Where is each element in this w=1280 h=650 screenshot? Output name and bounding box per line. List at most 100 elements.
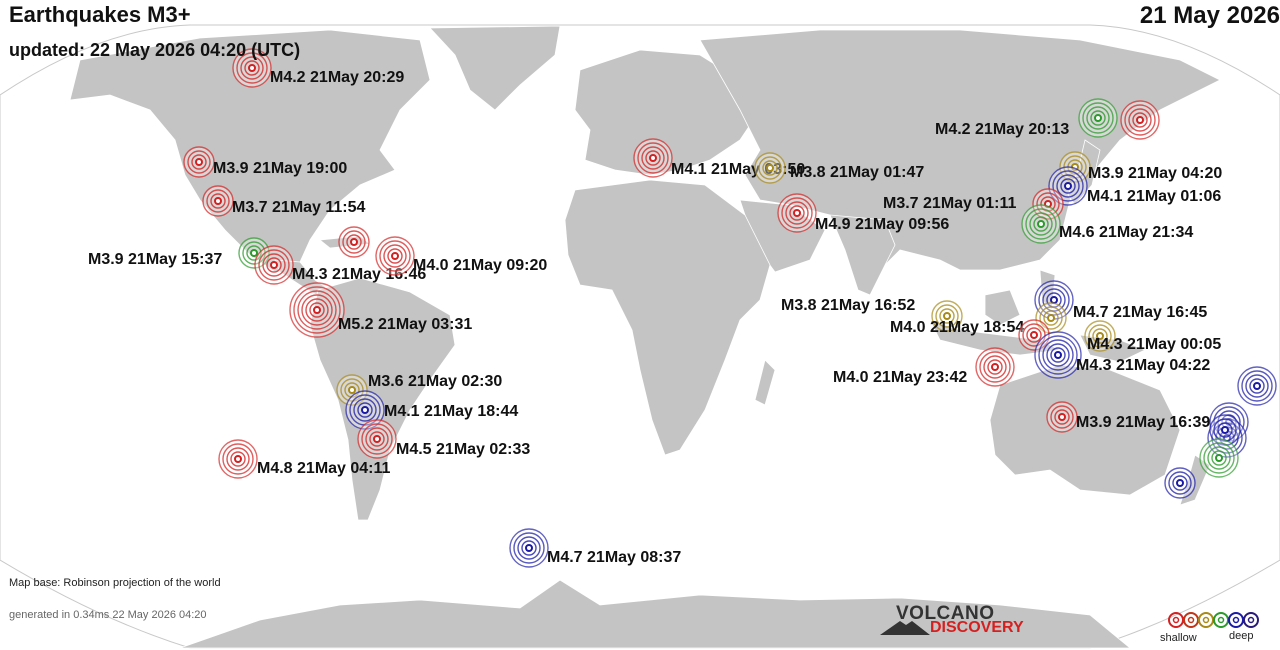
earthquake-label: M4.0 21May 18:54: [890, 319, 1024, 336]
updated-timestamp: updated: 22 May 2026 04:20 (UTC): [9, 40, 301, 60]
earthquake-label: M4.6 21May 21:34: [1059, 224, 1193, 241]
earthquake-marker[interactable]: M4.2 21May 20:13: [935, 98, 1118, 138]
earthquake-ring: [1026, 327, 1042, 343]
earthquake-ring: [210, 193, 226, 209]
earthquake-marker[interactable]: [1018, 319, 1050, 351]
earthquake-markers: M4.2 21May 20:29 M3.9 21May 19:00 M3.7 21M…: [88, 48, 1277, 568]
earthquake-ring: [1033, 216, 1049, 232]
earthquake-marker[interactable]: M3.9 21May 19:00: [183, 146, 347, 178]
earthquake-marker[interactable]: M3.8 21May 01:47: [754, 152, 924, 184]
earthquake-ring: [301, 294, 333, 326]
earthquake-epicenter: [1096, 332, 1104, 340]
earthquake-ring: [979, 351, 1011, 383]
earthquake-ring: [1038, 335, 1078, 375]
earthquake-epicenter: [248, 64, 256, 72]
earthquake-ring: [1056, 174, 1080, 198]
australia: [989, 364, 1181, 496]
earthquake-marker[interactable]: [338, 226, 370, 258]
earthquake-ring: [1092, 328, 1108, 344]
earthquake-marker[interactable]: M4.9 21May 09:56: [777, 193, 949, 233]
caribbean: [318, 235, 372, 249]
earthquake-epicenter: [766, 164, 774, 172]
earthquake-epicenter: [525, 544, 533, 552]
earthquake-label: M3.9 21May 04:20: [1088, 165, 1222, 182]
earthquake-ring: [206, 189, 230, 213]
earthquake-marker[interactable]: M3.9 21May 16:39: [1046, 401, 1210, 433]
earthquake-marker[interactable]: M3.8 21May 16:52: [781, 297, 963, 332]
earthquake-ring: [1052, 170, 1084, 202]
earthquake-marker[interactable]: M4.1 21May 01:06: [1048, 166, 1221, 206]
earthquake-ring: [939, 308, 955, 324]
india: [829, 214, 896, 296]
earthquake-marker[interactable]: [1237, 366, 1277, 406]
earthquake-marker[interactable]: M4.0 21May 09:20: [375, 236, 547, 276]
volcano-logo-icon: [880, 621, 930, 635]
earthquake-ring: [297, 290, 337, 330]
earthquake-marker[interactable]: M4.6 21May 21:34: [1021, 204, 1193, 244]
earthquake-marker[interactable]: M3.6 21May 02:30: [336, 373, 502, 406]
earthquake-label: M4.2 21May 20:29: [270, 69, 404, 86]
earthquake-epicenter: [361, 406, 369, 414]
philippines-borneo: [984, 269, 1056, 326]
earthquake-epicenter: [270, 261, 278, 269]
earthquake-ring: [935, 304, 959, 328]
earthquake-label: M3.8 21May 01:47: [790, 164, 924, 181]
earthquake-marker[interactable]: [1164, 467, 1196, 499]
earthquake-epicenter: [1176, 479, 1184, 487]
earthquake-ring: [383, 244, 407, 268]
earthquake-label: M4.7 21May 16:45: [1073, 304, 1207, 321]
map-base-credit: Map base: Robinson projection of the wor…: [9, 577, 221, 589]
earthquake-marker[interactable]: M4.0 21May 23:42: [833, 347, 1015, 387]
earthquake-ring: [342, 230, 366, 254]
earthquake-ring: [361, 423, 393, 455]
earthquake-marker[interactable]: M4.3 21May 04:22: [1034, 331, 1210, 379]
earthquake-marker[interactable]: M3.9 21May 15:37: [88, 237, 270, 269]
earthquake-ring: [1213, 418, 1237, 442]
earthquake-ring: [1042, 339, 1074, 371]
earthquake-ring: [258, 249, 290, 281]
madagascar: [754, 359, 776, 406]
earthquake-ring: [226, 447, 250, 471]
earthquake-label: M4.1 21May 01:06: [1087, 188, 1221, 205]
earthquake-ring: [1039, 306, 1063, 330]
earthquake-ring: [187, 150, 211, 174]
earthquake-ring: [1203, 442, 1235, 474]
earthquake-epicenter: [234, 455, 242, 463]
earthquake-ring: [987, 359, 1003, 375]
earthquake-ring: [369, 431, 385, 447]
earthquake-ring: [1132, 112, 1148, 128]
earthquake-ring: [637, 142, 669, 174]
earthquake-marker[interactable]: M4.7 21May 08:37: [509, 528, 681, 568]
earthquake-ring: [1207, 446, 1231, 470]
earthquake-marker[interactable]: M4.2 21May 20:29: [232, 48, 404, 88]
earthquake-marker[interactable]: M4.5 21May 02:33: [357, 419, 530, 459]
earthquake-label: M4.0 21May 23:42: [833, 369, 967, 386]
earthquake-marker[interactable]: M3.7 21May 11:54: [202, 185, 366, 217]
asia: [699, 29, 1221, 271]
earthquake-marker[interactable]: M4.3 21May 00:05: [1084, 320, 1221, 353]
legend-dot: [1217, 616, 1225, 624]
earthquake-epicenter: [991, 363, 999, 371]
earthquake-marker[interactable]: M4.1 21May 18:44: [345, 390, 518, 430]
legend-ring: [1243, 612, 1259, 628]
earthquake-ring: [293, 286, 341, 334]
volcano-discovery-logo[interactable]: VOLCANO DISCOVERY: [880, 603, 1040, 643]
earthquake-ring: [262, 253, 286, 277]
earthquake-ring: [1249, 378, 1265, 394]
earthquake-marker[interactable]: [1199, 438, 1239, 478]
earthquake-ring: [1241, 370, 1273, 402]
earthquake-ring: [236, 52, 268, 84]
earthquake-marker[interactable]: M4.8 21May 04:11: [218, 439, 391, 479]
earthquake-ring: [1088, 324, 1112, 348]
earthquake-ring: [244, 60, 260, 76]
earthquake-ring: [240, 56, 264, 80]
earthquake-ring: [513, 532, 545, 564]
earthquake-label: M5.2 21May 03:31: [338, 316, 472, 333]
earthquake-ring: [346, 234, 362, 250]
earthquake-label: M3.9 21May 16:39: [1076, 414, 1210, 431]
earthquake-marker[interactable]: M5.2 21May 03:31: [289, 282, 472, 338]
earthquake-marker[interactable]: [1209, 414, 1241, 446]
earthquake-label: M3.9 21May 19:00: [213, 160, 347, 177]
earthquake-marker[interactable]: [1120, 100, 1160, 140]
